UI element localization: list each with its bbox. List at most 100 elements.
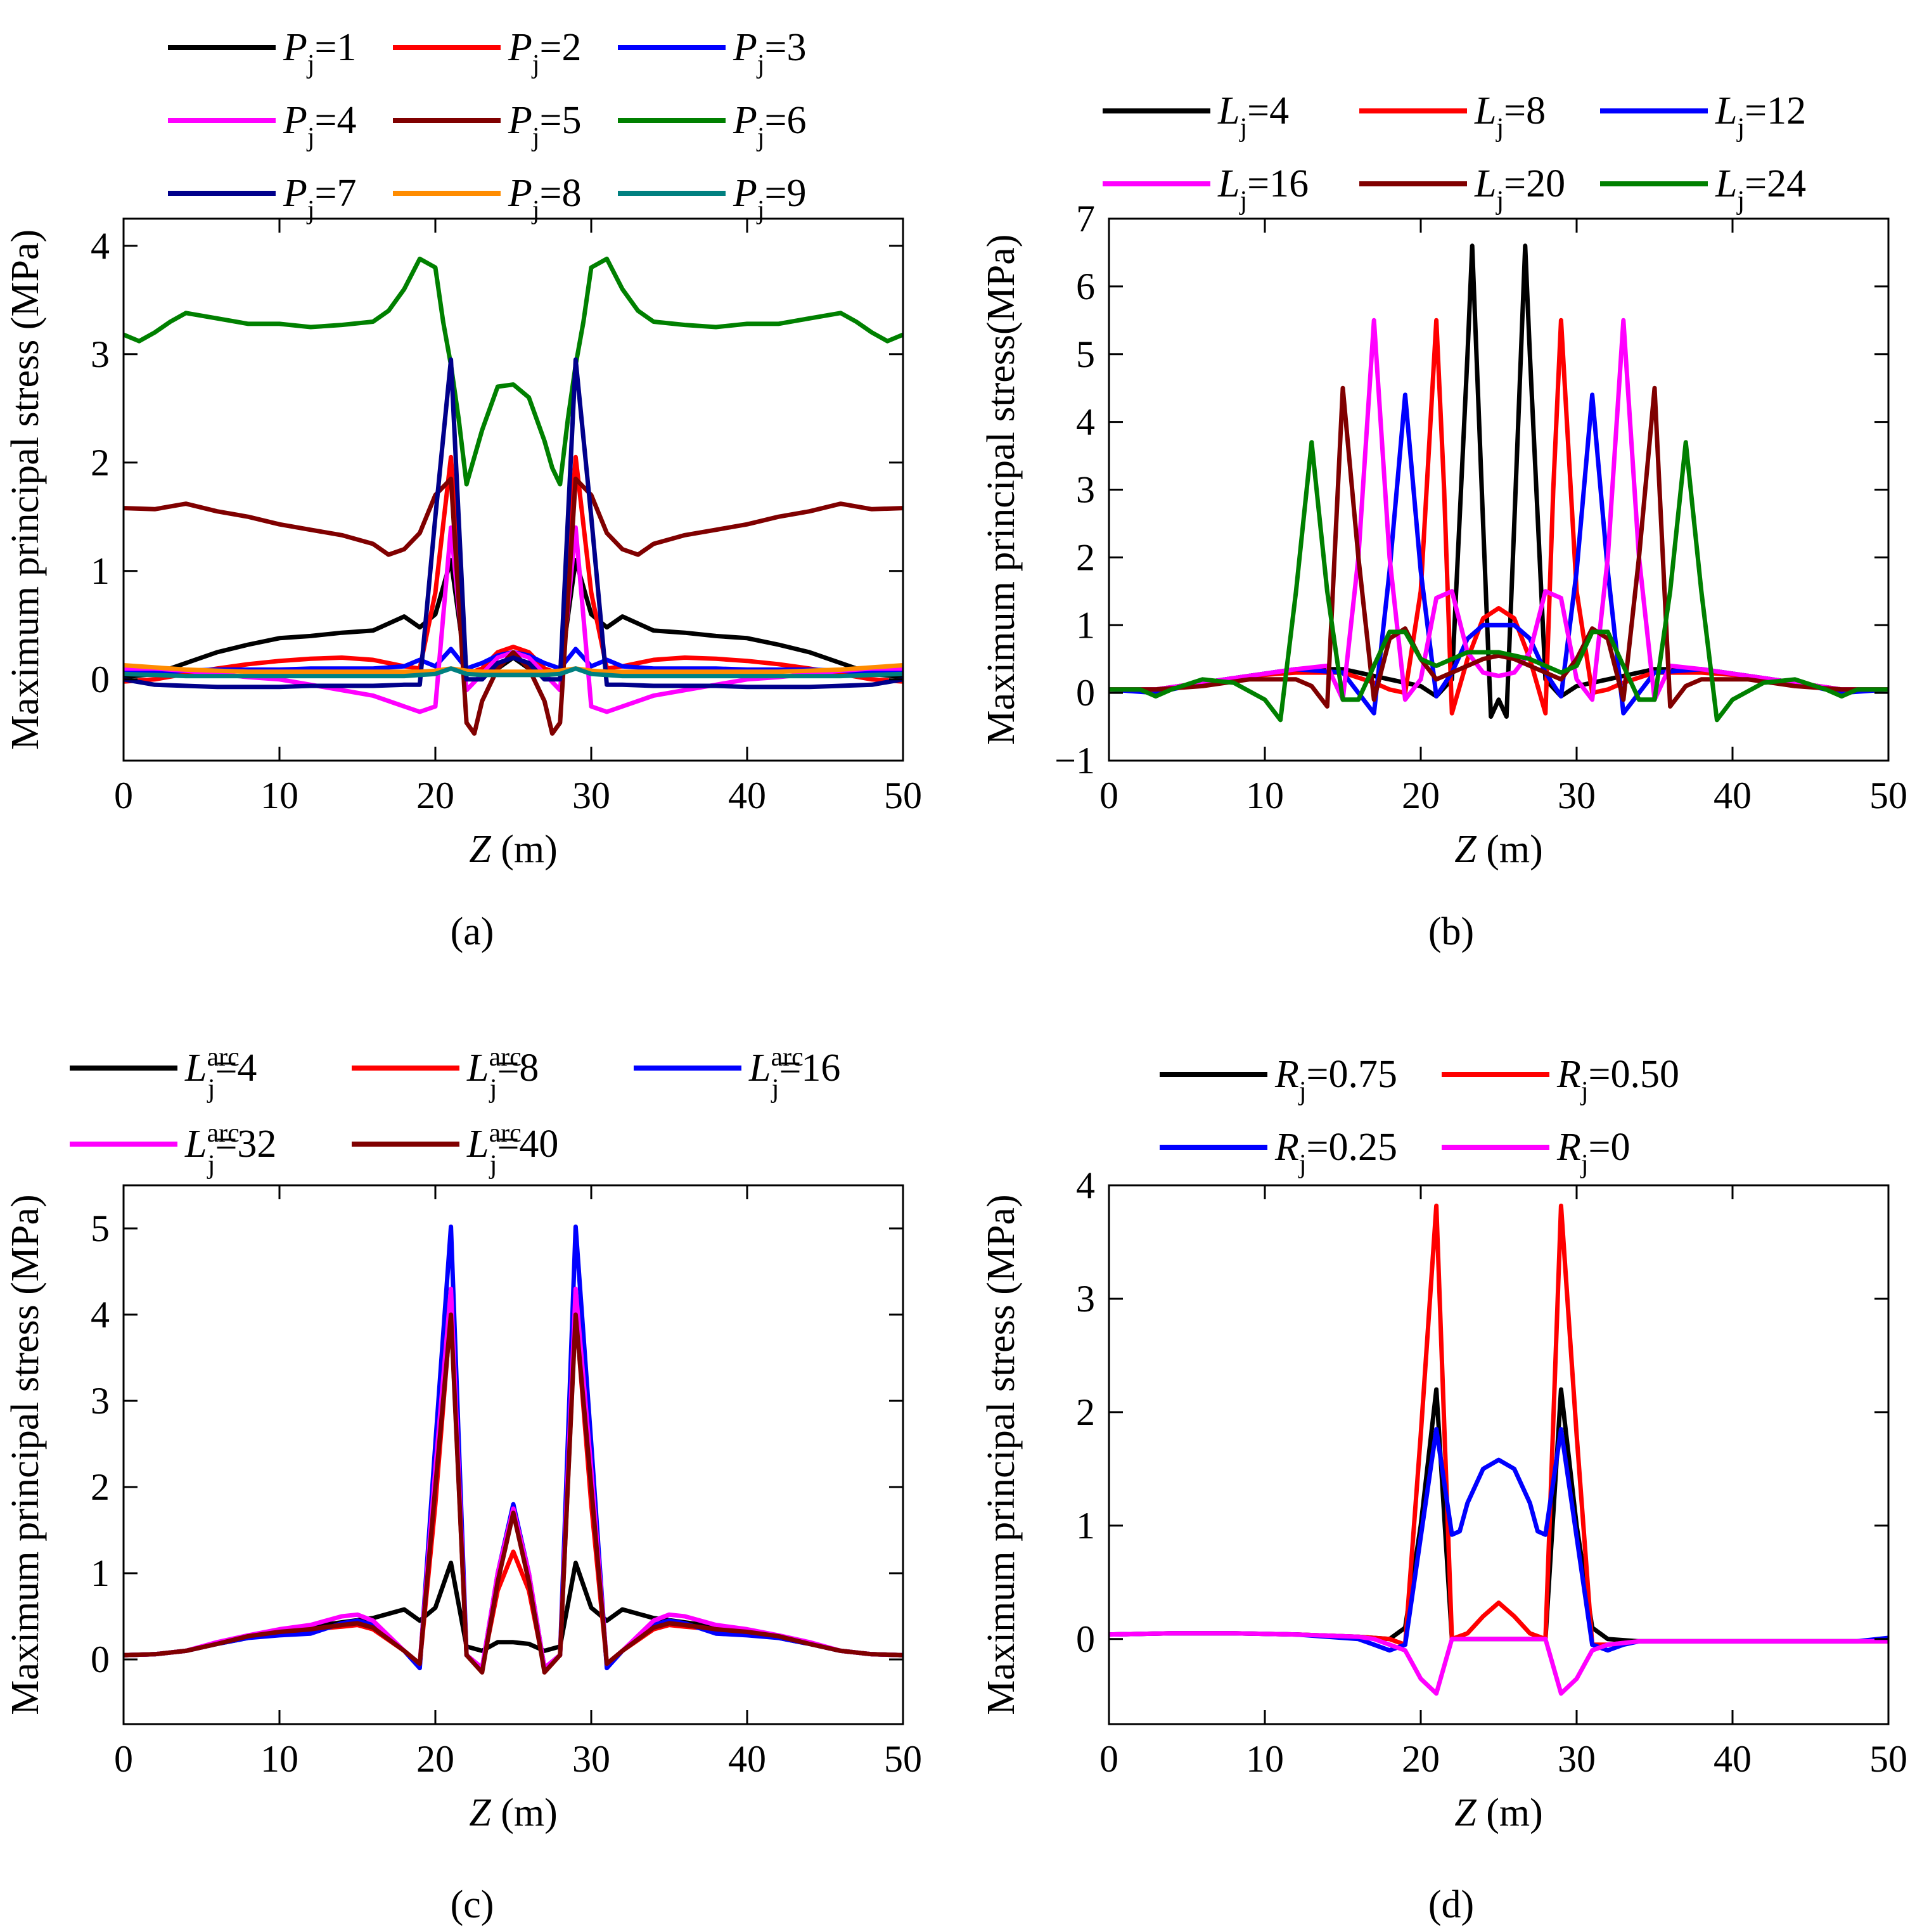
series-line-c-4 (124, 1286, 903, 1671)
legend-label-c-2: Larc j=8 (466, 1043, 539, 1104)
series-line-b-5 (1109, 385, 1888, 709)
y-tick-label-c-2: 2 (91, 1466, 110, 1508)
legend-label-a-3: Pj=3 (733, 26, 807, 79)
y-tick-label-c-5: 5 (91, 1208, 110, 1249)
legend-label-b-2: Lj=8 (1474, 89, 1546, 143)
x-tick-label-a-0: 0 (114, 775, 133, 816)
series-line-c-5 (124, 1312, 903, 1675)
legend-item-c-3: Larc j=16 (634, 1043, 840, 1104)
x-axis-title-d: Z (m) (1454, 1791, 1543, 1834)
legend-label-b-4: Lj=16 (1217, 162, 1309, 216)
x-tick-label-c-1: 10 (260, 1738, 298, 1780)
legend-label-c-3: Larc j=16 (748, 1043, 840, 1104)
series-line-a-9 (124, 666, 903, 679)
legend-label-a-1: Pj=1 (283, 26, 357, 79)
series-line-a-2 (124, 454, 903, 684)
panel-a-chart: 0 10 20 30 40 50 0 1 2 3 4 Z (m) Maximum principal s… (4, 26, 922, 871)
series-line-c-3 (124, 1224, 903, 1671)
legend-item-a-8: Pj=8 (393, 172, 582, 225)
y-tick-label-d-3: 3 (1076, 1278, 1095, 1320)
y-tick-label-b-3: 2 (1076, 536, 1095, 578)
legend-item-b-3: Lj=12 (1600, 89, 1806, 143)
x-tick-label-b-1: 10 (1246, 775, 1284, 816)
legend-label-a-8: Pj=8 (508, 172, 582, 225)
legend-label-a-4: Pj=4 (283, 99, 357, 152)
x-tick-label-b-4: 40 (1714, 775, 1752, 816)
legend-item-c-1: Larc j=4 (70, 1043, 257, 1104)
legend-item-c-4: Larc j=32 (70, 1119, 276, 1180)
x-tick-label-a-3: 30 (572, 775, 610, 816)
legend-item-a-7: Pj=7 (168, 172, 357, 225)
y-tick-label-d-4: 4 (1076, 1164, 1095, 1206)
y-tick-label-c-0: 0 (91, 1639, 110, 1680)
legend-item-d-4: Rj=0 (1442, 1126, 1630, 1179)
y-tick-label-c-4: 4 (91, 1294, 110, 1336)
y-tick-label-d-2: 2 (1076, 1391, 1095, 1433)
y-tick-label-d-0: 0 (1076, 1618, 1095, 1660)
legend-label-d-3: Rj=0.25 (1274, 1126, 1397, 1179)
panel-c-chart: 0 10 20 30 40 50 0 1 2 3 4 5 Z (m) Maximum principal … (4, 1043, 922, 1834)
panel-label-c: (c) (451, 1883, 494, 1926)
legend-item-a-5: Pj=5 (393, 99, 582, 152)
y-tick-label-b-1: 0 (1076, 672, 1095, 714)
axes-frame-d (1108, 1184, 1890, 1725)
y-tick-label-b-5: 4 (1076, 401, 1095, 443)
y-tick-label-c-1: 1 (91, 1552, 110, 1594)
y-tick-label-d-1: 1 (1076, 1505, 1095, 1547)
x-tick-label-c-2: 20 (416, 1738, 454, 1780)
x-tick-label-a-4: 40 (728, 775, 766, 816)
legend-item-c-2: Larc j=8 (352, 1043, 539, 1104)
legend-label-c-1: Larc j=4 (184, 1043, 257, 1104)
legend-item-d-1: Rj=0.75 (1160, 1053, 1397, 1106)
x-tick-label-c-5: 50 (884, 1738, 922, 1780)
y-tick-label-a-2: 2 (91, 442, 110, 484)
x-tick-label-b-0: 0 (1099, 775, 1118, 816)
y-tick-label-a-4: 4 (91, 225, 110, 267)
legend-item-a-6: Pj=6 (618, 99, 807, 152)
legend-label-a-2: Pj=2 (508, 26, 582, 79)
series-line-a-8 (124, 663, 903, 674)
legend-label-d-4: Rj=0 (1556, 1126, 1630, 1179)
y-axis-title-d: Maximum principal stress (MPa) (980, 1194, 1023, 1715)
panel-label-a: (a) (451, 910, 494, 953)
series-line-b-3 (1109, 392, 1888, 716)
y-tick-label-a-3: 3 (91, 333, 110, 375)
legend-item-d-2: Rj=0.50 (1442, 1053, 1679, 1106)
series-line-b-4 (1109, 318, 1888, 702)
legend-item-b-5: Lj=20 (1359, 162, 1565, 216)
legend-item-a-2: Pj=2 (393, 26, 582, 79)
legend-item-d-3: Rj=0.25 (1160, 1126, 1397, 1179)
legend-item-b-1: Lj=4 (1103, 89, 1289, 143)
legend-item-a-3: Pj=3 (618, 26, 807, 79)
panel-label-d: (d) (1428, 1883, 1474, 1926)
x-tick-label-b-2: 20 (1402, 775, 1440, 816)
y-tick-label-a-0: 0 (91, 659, 110, 700)
y-tick-label-b-6: 5 (1076, 333, 1095, 375)
y-tick-label-b-2: 1 (1076, 604, 1095, 646)
series-line-b-1 (1109, 243, 1888, 719)
x-tick-label-d-2: 20 (1402, 1738, 1440, 1780)
x-tick-label-a-5: 50 (884, 775, 922, 816)
legend-item-b-6: Lj=24 (1600, 162, 1806, 216)
legend-label-c-5: Larc j=40 (466, 1119, 558, 1180)
legend-label-b-6: Lj=24 (1715, 162, 1806, 216)
x-axis-title-b: Z (m) (1454, 828, 1543, 871)
y-tick-label-b-0: −1 (1054, 740, 1095, 782)
legend-item-b-4: Lj=16 (1103, 162, 1309, 216)
legend-label-a-5: Pj=5 (508, 99, 582, 152)
series-line-d-4 (1109, 1631, 1888, 1696)
legend-label-a-7: Pj=7 (283, 172, 357, 225)
series-line-d-2 (1109, 1203, 1888, 1647)
x-tick-label-d-1: 10 (1246, 1738, 1284, 1780)
series-line-c-2 (124, 1308, 903, 1671)
y-tick-label-a-1: 1 (91, 550, 110, 592)
x-axis-title-c: Z (m) (469, 1791, 558, 1834)
legend-label-b-5: Lj=20 (1474, 162, 1565, 216)
y-tick-label-b-7: 6 (1076, 266, 1095, 307)
x-axis-title-a: Z (m) (469, 828, 558, 871)
x-tick-label-a-2: 20 (416, 775, 454, 816)
x-tick-label-c-0: 0 (114, 1738, 133, 1780)
legend-item-a-9: Pj=9 (618, 172, 807, 225)
